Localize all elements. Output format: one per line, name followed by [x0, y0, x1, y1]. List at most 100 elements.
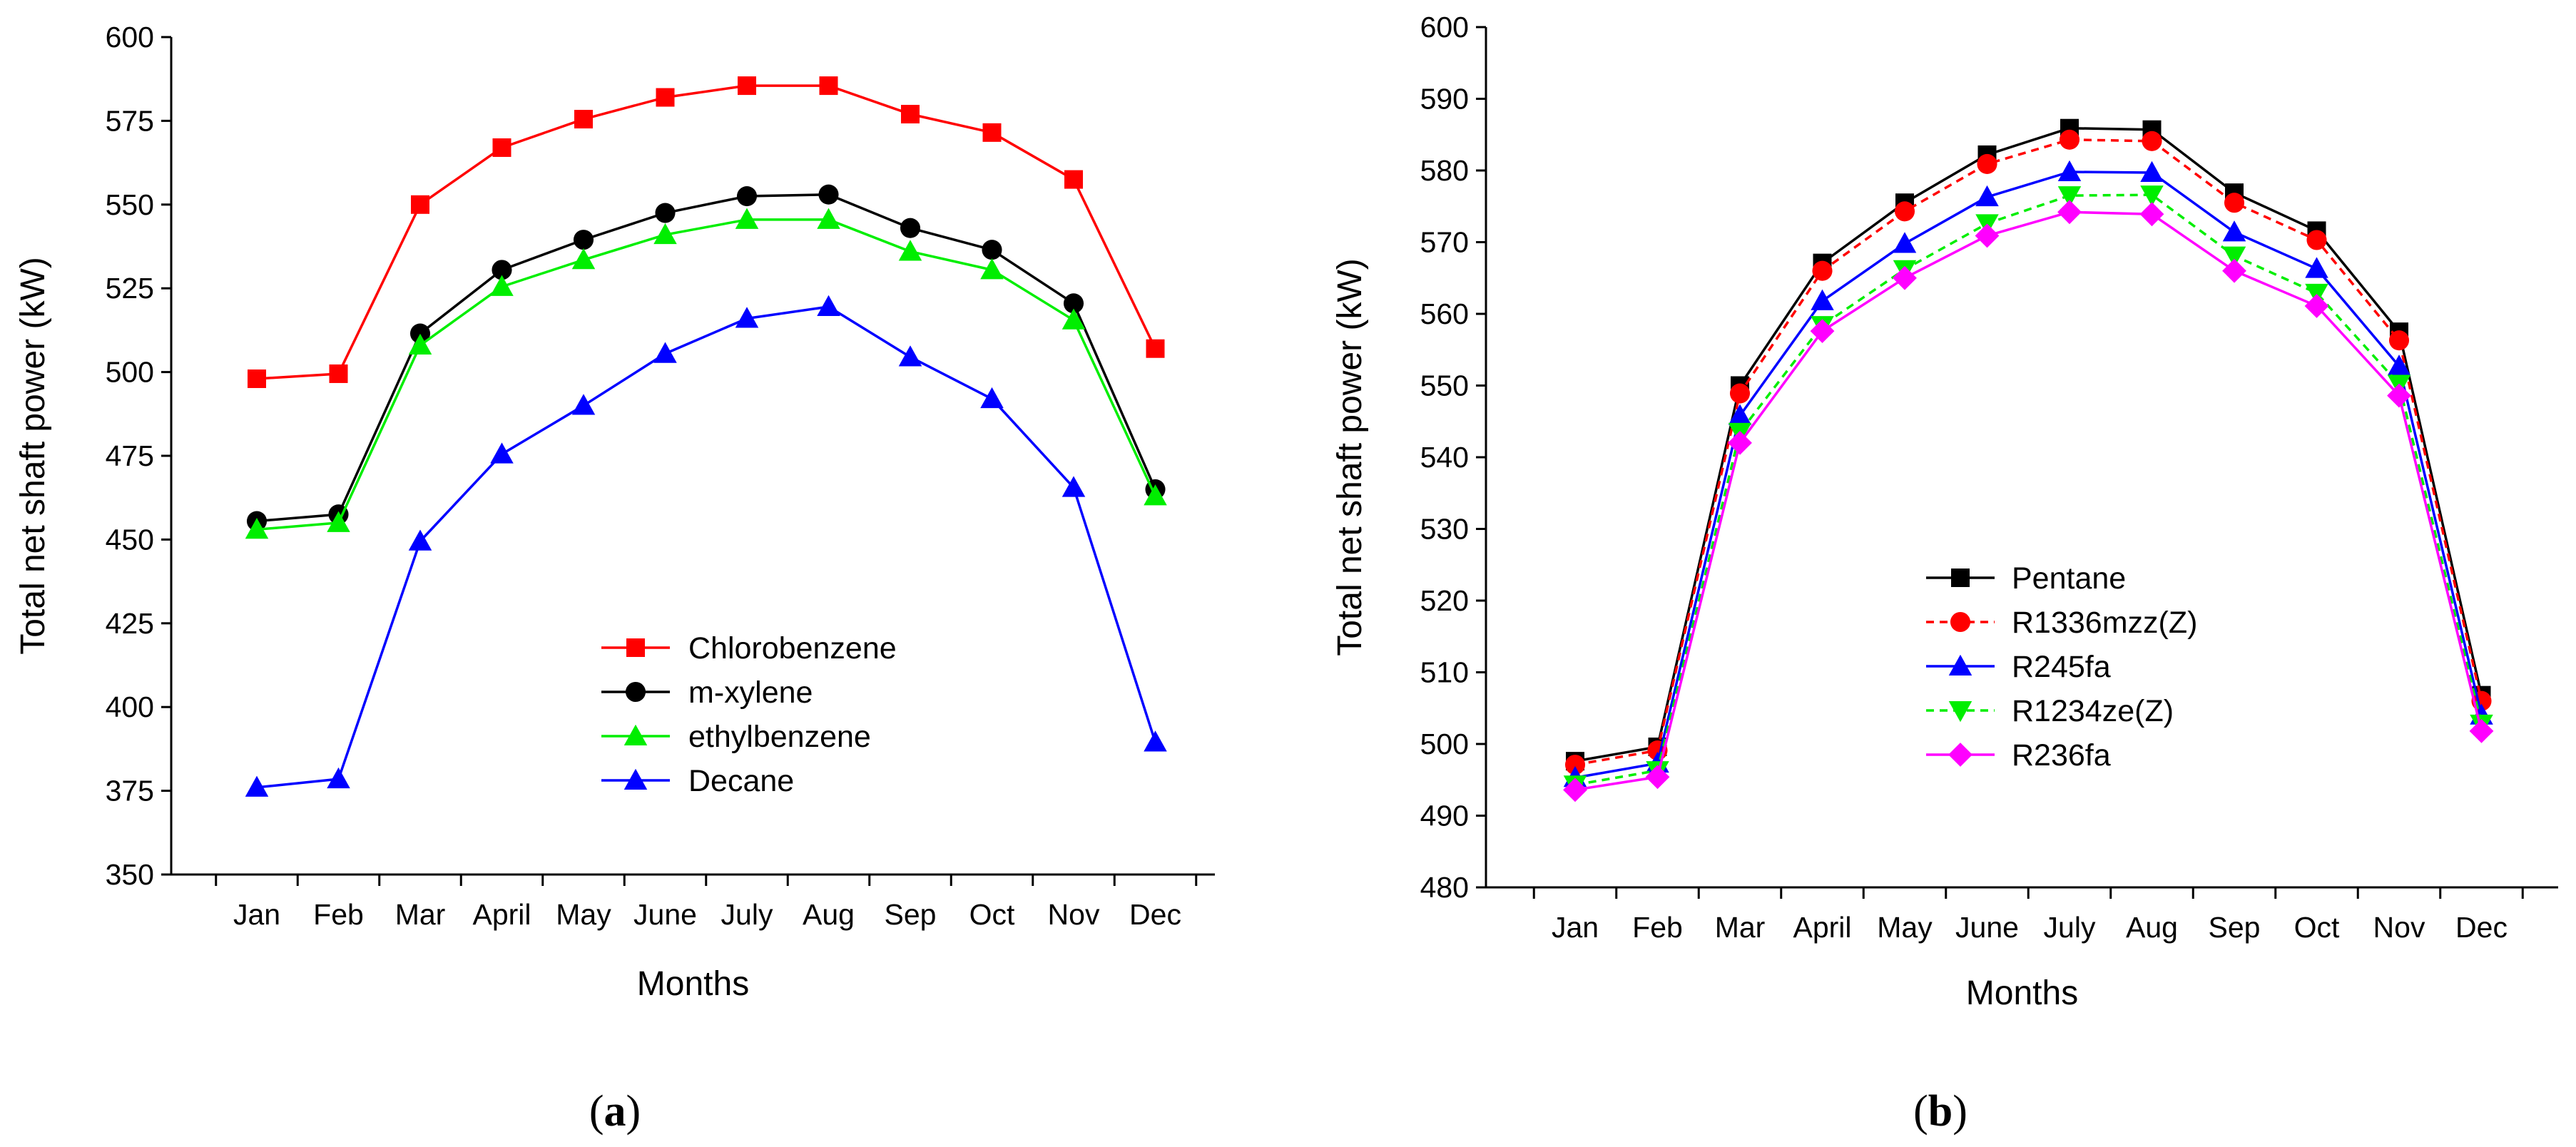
- data-point: [738, 76, 756, 96]
- x-tick-label: May: [1877, 911, 1933, 944]
- legend-label: R1234ze(Z): [2012, 694, 2174, 728]
- legend-marker: [1948, 654, 1972, 676]
- data-point: [409, 323, 431, 344]
- caption-panel-label: a: [604, 1087, 626, 1136]
- series-line-r236fa: [1574, 210, 2483, 792]
- series-line-chlorobenzene: [256, 84, 1157, 380]
- y-tick-label: 530: [1420, 513, 1469, 546]
- data-point: [2222, 220, 2246, 242]
- y-tick-label: 600: [106, 21, 154, 53]
- data-point: [1729, 383, 1751, 404]
- y-tick-label: 425: [106, 607, 154, 640]
- data-point: [898, 240, 922, 261]
- data-point: [1893, 265, 1917, 290]
- series-line-decane: [256, 305, 1157, 789]
- data-point: [329, 364, 348, 383]
- legend: Pentane R1336mzz(Z) R245fa R1234ze(Z) R236fa: [1926, 561, 2197, 773]
- legend-marker: [625, 681, 646, 703]
- y-tick-label: 540: [1420, 441, 1469, 474]
- series-line-r245fa: [1574, 170, 2483, 779]
- data-point: [819, 76, 838, 96]
- data-point: [736, 186, 758, 207]
- data-point: [245, 518, 269, 539]
- x-tick-label: Jan: [1552, 911, 1599, 944]
- y-tick-label: 575: [106, 104, 154, 137]
- x-tick-label: Oct: [969, 898, 1015, 931]
- legend-label: Decane: [688, 764, 794, 798]
- data-point: [571, 248, 596, 270]
- legend-marker: [623, 768, 648, 790]
- data-point: [2139, 202, 2164, 227]
- y-tick-label: 580: [1420, 154, 1469, 187]
- data-point: [1144, 730, 1167, 752]
- caption-open-paren: (: [1913, 1087, 1928, 1136]
- data-point: [1063, 293, 1084, 314]
- data-point: [2222, 258, 2246, 283]
- data-point: [1564, 755, 1586, 775]
- data-point: [1728, 404, 1752, 425]
- x-tick-label: Feb: [313, 898, 364, 931]
- data-point: [1146, 339, 1165, 358]
- x-tick-label: April: [472, 898, 531, 931]
- y-tick-label: 490: [1420, 800, 1469, 832]
- data-point: [1645, 765, 1670, 790]
- data-point: [2306, 230, 2327, 250]
- data-point: [653, 342, 677, 363]
- panel-caption: (b): [1913, 1087, 1967, 1136]
- data-point: [327, 767, 350, 789]
- data-point: [2387, 355, 2411, 376]
- data-point: [2057, 186, 2082, 208]
- series-line-pentane: [1574, 126, 2483, 763]
- data-point: [655, 203, 676, 223]
- chart-panel-a: 350 375 400 425 450 475 500 525 550 575 600 Jan Feb M…: [14, 21, 1215, 1136]
- y-tick-label: 570: [1420, 226, 1469, 259]
- data-point: [817, 208, 840, 229]
- data-point: [408, 333, 432, 355]
- data-point: [735, 208, 759, 229]
- x-tick-label: Oct: [2294, 911, 2340, 944]
- data-point: [656, 88, 675, 107]
- legend-marker: [623, 724, 648, 745]
- data-point: [1062, 308, 1086, 330]
- x-tick-label: Nov: [1048, 898, 1100, 931]
- data-point: [2140, 185, 2164, 207]
- data-point: [492, 138, 511, 157]
- data-point: [900, 218, 921, 238]
- legend-marker: [1951, 569, 1970, 587]
- x-tick-label: May: [556, 898, 611, 931]
- x-tick-label: Feb: [1632, 911, 1683, 944]
- x-tick-label: July: [721, 898, 773, 931]
- y-tick-label: 350: [106, 858, 154, 891]
- data-point: [1810, 319, 1835, 344]
- data-point: [248, 369, 266, 388]
- data-point: [1893, 232, 1917, 253]
- data-point: [901, 105, 920, 124]
- x-tick-label: June: [633, 898, 697, 931]
- legend-marker: [1950, 611, 1971, 633]
- data-point: [2059, 129, 2080, 150]
- legend-marker: [626, 638, 645, 657]
- x-tick-label: Sep: [885, 898, 937, 931]
- data-point: [1064, 170, 1083, 189]
- data-point: [1975, 223, 2000, 248]
- y-tick-label: 400: [106, 690, 154, 723]
- caption-panel-label: b: [1928, 1087, 1953, 1136]
- x-tick-label: April: [1793, 911, 1851, 944]
- chart-panel-b: 480 490 500 510 520 530 540 550 560 570 580 590 600 J…: [1331, 11, 2558, 1136]
- data-point: [980, 387, 1004, 409]
- data-point: [571, 394, 596, 415]
- data-point: [735, 307, 759, 328]
- data-point: [2224, 193, 2245, 213]
- data-point: [2304, 294, 2329, 318]
- x-tick-label: Sep: [2209, 911, 2261, 944]
- data-point: [573, 230, 594, 250]
- data-point: [1812, 260, 1833, 281]
- y-tick-label: 480: [1420, 871, 1469, 904]
- data-point: [982, 240, 1002, 260]
- data-point: [1062, 476, 1086, 497]
- data-point: [1977, 153, 1997, 174]
- x-tick-label: Aug: [803, 898, 855, 931]
- data-point: [2057, 160, 2082, 182]
- data-point: [492, 260, 512, 280]
